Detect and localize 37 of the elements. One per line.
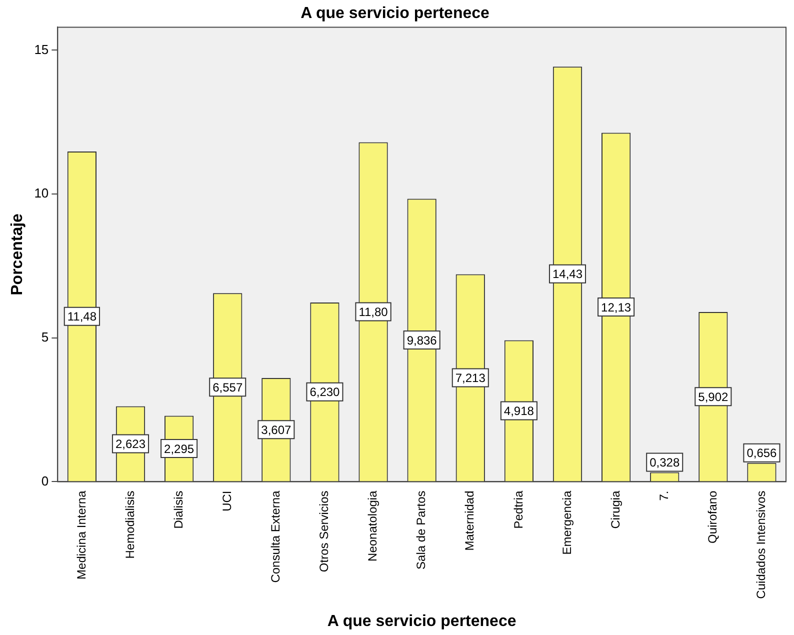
data-label: 9,836: [406, 333, 438, 348]
x-tick-label: Sala de Partos: [414, 490, 428, 570]
data-label: 7,213: [455, 371, 486, 386]
x-tick-label: 7.: [656, 490, 671, 501]
data-label: 6,230: [310, 385, 340, 400]
data-label: 3,607: [261, 422, 292, 437]
y-tick-label: 10: [34, 186, 49, 201]
x-axis-title: A que servicio pertenece: [327, 612, 516, 630]
data-label: 2,295: [164, 442, 194, 456]
data-label: 14,43: [552, 267, 583, 282]
x-tick-label: Emergencia: [560, 490, 574, 555]
x-tick-label: Pedtria: [511, 490, 526, 529]
x-tick-label: Medicina Interna: [74, 490, 88, 580]
y-tick-label: 5: [41, 329, 49, 344]
x-tick-label: Maternidad: [462, 490, 477, 551]
data-label: 6,557: [212, 380, 243, 394]
y-tick-label: 15: [34, 42, 49, 57]
data-label: 0,328: [650, 456, 680, 470]
chart-title: A que servicio pertenece: [300, 5, 490, 22]
x-tick-label: Otros Servicios: [317, 490, 332, 572]
x-tick-label: Hemodialisis: [122, 490, 137, 559]
data-label: 4,918: [504, 404, 534, 418]
y-axis-title: Porcentaje: [9, 213, 26, 296]
x-tick-label: Cirugia: [608, 490, 622, 529]
data-label: 2,623: [115, 437, 146, 452]
x-tick-label: Consulta Externa: [268, 490, 282, 583]
data-label: 12,13: [601, 300, 632, 314]
y-tick-label: 0: [41, 473, 49, 488]
data-label: 11,48: [67, 310, 97, 324]
x-tick-label: Cuidados Intensivos: [754, 490, 768, 599]
x-tick-label: Neonatologia: [366, 490, 380, 562]
x-tick-label: Dialisis: [171, 490, 186, 529]
data-label: 5,902: [698, 390, 729, 404]
data-label: 0,656: [746, 446, 778, 460]
x-tick-label: Quirofano: [705, 490, 720, 544]
x-tick-label: UCI: [220, 490, 234, 512]
data-label: 11,80: [358, 305, 388, 320]
